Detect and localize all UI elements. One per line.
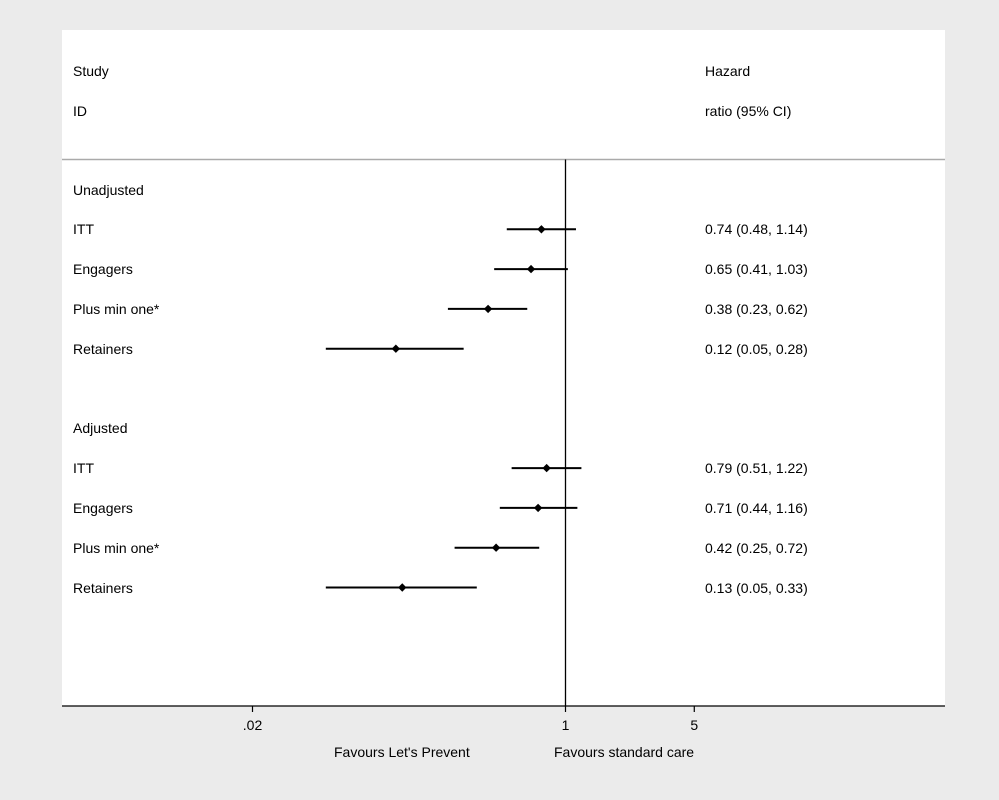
x-tick-label: 1	[562, 717, 570, 733]
point-estimate	[391, 344, 401, 353]
favours-left-label: Favours Let's Prevent	[334, 744, 470, 760]
row-estimate: 0.79 (0.51, 1.22)	[705, 460, 808, 477]
row-label: Retainers	[73, 579, 133, 596]
row-estimate: 0.65 (0.41, 1.03)	[705, 261, 808, 278]
point-estimate	[542, 463, 551, 473]
point-estimate	[483, 304, 493, 314]
id-header: ID	[73, 103, 87, 119]
hazard-header: Hazard	[705, 63, 751, 79]
row-estimate: 0.12 (0.05, 0.28)	[705, 340, 808, 357]
point-estimate	[526, 264, 536, 274]
ratio-ci-header: ratio (95% CI)	[705, 103, 792, 119]
row-estimate: 0.38 (0.23, 0.62)	[705, 300, 808, 317]
row-estimate: 0.13 (0.05, 0.33)	[705, 579, 808, 596]
row-label: Engagers	[73, 499, 133, 516]
x-tick-label: 5	[690, 717, 698, 733]
plot-panel	[62, 30, 945, 706]
x-tick-label: .02	[243, 717, 263, 733]
row-label: Engagers	[73, 261, 133, 278]
row-label: Retainers	[73, 340, 133, 357]
row-estimate: 0.74 (0.48, 1.14)	[705, 221, 808, 238]
group-label: Adjusted	[73, 420, 128, 437]
favours-right-label: Favours standard care	[554, 744, 695, 760]
study-header: Study	[73, 63, 109, 79]
group-label: Unadjusted	[73, 181, 144, 198]
point-estimate	[398, 583, 407, 592]
row-label: Plus min one*	[73, 300, 160, 317]
point-estimate	[491, 543, 501, 552]
row-estimate: 0.71 (0.44, 1.16)	[705, 499, 808, 516]
row-estimate: 0.42 (0.25, 0.72)	[705, 539, 808, 556]
point-estimate	[533, 503, 543, 513]
row-label: ITT	[73, 460, 94, 477]
row-label: ITT	[73, 221, 94, 238]
point-estimate	[537, 225, 546, 234]
row-label: Plus min one*	[73, 539, 160, 556]
